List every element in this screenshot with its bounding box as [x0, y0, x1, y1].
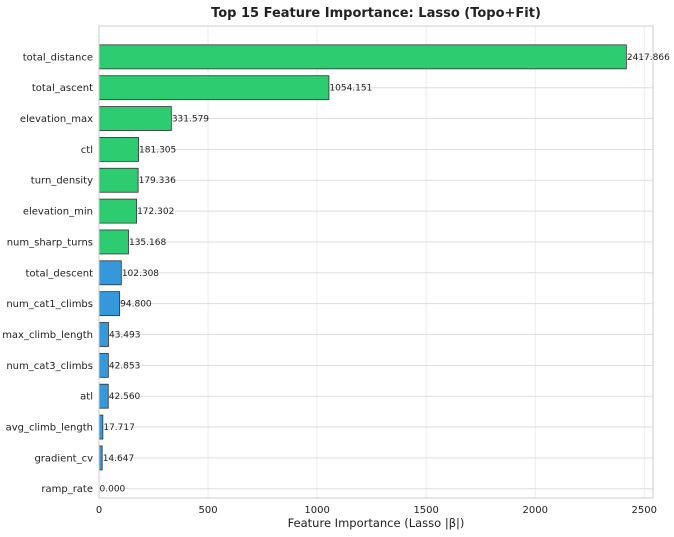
bar-ctl	[98, 136, 139, 162]
value-label: 181.305	[139, 145, 176, 155]
category-label: num_sharp_turns	[7, 237, 93, 248]
value-label: 43.493	[109, 330, 141, 340]
category-label: total_distance	[23, 52, 93, 63]
bar-elevation-min	[98, 198, 137, 224]
bar-max-climb-length	[98, 322, 109, 347]
category-label: elevation_max	[20, 114, 93, 125]
category-label: num_cat1_climbs	[6, 299, 93, 310]
value-label: 17.717	[103, 423, 135, 433]
x-tick-label: 0	[96, 505, 102, 516]
value-label: 135.168	[129, 238, 166, 248]
category-label: gradient_cv	[34, 453, 93, 464]
category-label: avg_climb_length	[6, 423, 93, 434]
x-tick-label: 2000	[522, 505, 547, 516]
chart-title: Top 15 Feature Importance: Lasso (Topo+F…	[211, 6, 541, 21]
bar-turn-density	[98, 167, 139, 193]
value-label: 42.853	[109, 361, 141, 371]
bar-total-distance	[98, 44, 627, 70]
value-label: 179.336	[139, 176, 176, 186]
value-label: 1054.151	[329, 84, 372, 94]
value-label: 94.800	[120, 300, 152, 310]
category-label: ramp_rate	[41, 484, 93, 495]
x-tick-label: 1500	[413, 505, 438, 516]
bar-atl	[98, 383, 109, 409]
value-label: 14.647	[103, 454, 135, 464]
value-label: 42.560	[109, 392, 141, 402]
bar-num-cat1-climbs	[98, 291, 121, 317]
bar-elevation-max	[98, 106, 172, 131]
category-label: ctl	[81, 145, 93, 156]
bar-num-sharp-turns	[98, 229, 129, 255]
x-tick-label: 1000	[304, 505, 329, 516]
category-label: elevation_min	[23, 207, 93, 218]
value-label: 172.302	[137, 207, 174, 217]
plot-area: 0 500 1000 1500 2000 2500 total_distance 2417.8…	[2, 25, 670, 516]
x-tick-label: 500	[199, 505, 218, 516]
category-label: total_descent	[26, 268, 94, 279]
plot-background	[99, 26, 653, 498]
value-label: 102.308	[122, 269, 159, 279]
category-label: max_climb_length	[2, 330, 93, 341]
bar-avg-climb-length	[98, 414, 104, 440]
plot-frame	[98, 25, 654, 499]
category-label: atl	[80, 392, 93, 403]
value-label: 2417.866	[627, 53, 670, 63]
value-label: 0.000	[100, 485, 126, 495]
category-label: turn_density	[31, 176, 93, 187]
x-tick-label: 2500	[632, 505, 657, 516]
x-axis-title: Feature Importance (Lasso |β|)	[288, 516, 465, 530]
category-label: total_ascent	[32, 83, 93, 94]
bar-num-cat3-climbs	[98, 352, 109, 378]
bar-total-descent	[98, 260, 122, 286]
value-label: 331.579	[172, 115, 209, 125]
category-label: num_cat3_climbs	[6, 361, 93, 372]
bar-total-ascent	[98, 75, 330, 101]
